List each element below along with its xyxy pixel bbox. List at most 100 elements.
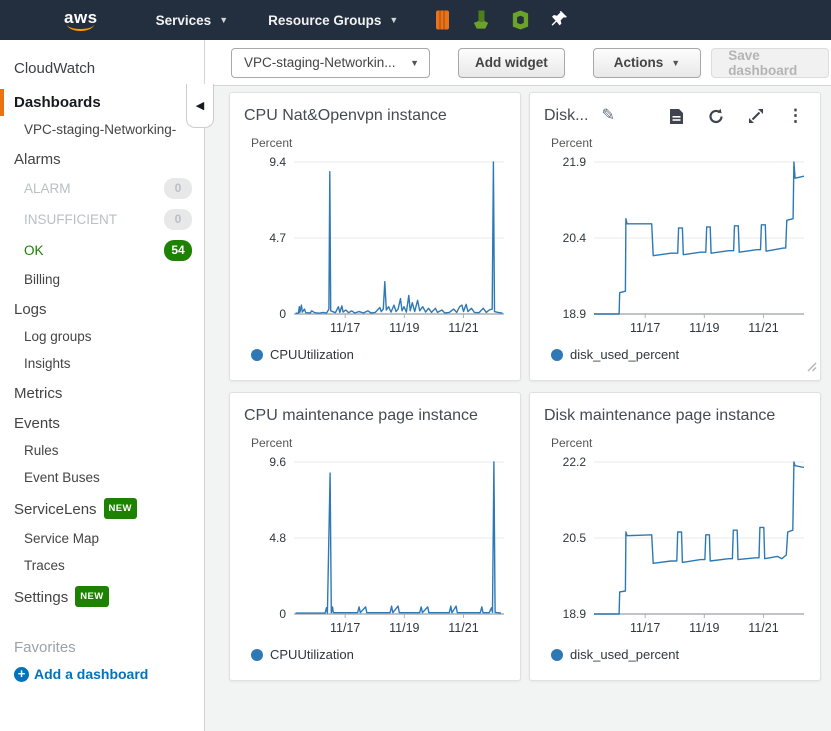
sidebar-item-alarms[interactable]: Alarms [0,146,204,173]
pinned-service-shortcuts [432,9,569,32]
sidebar-item-service-map[interactable]: Service Map [0,525,204,552]
sidebar-item-log-groups[interactable]: Log groups [0,323,204,350]
y-tick-label: 9.6 [269,455,286,469]
nav-services-menu[interactable]: Services ▼ [156,13,228,28]
actions-button[interactable]: Actions ▼ [593,48,701,78]
y-axis-unit-label: Percent [251,136,506,150]
save-dashboard-label: Save dashboard [728,48,812,78]
plus-circle-icon: + [14,667,29,682]
sidebar-item-billing[interactable]: Billing [0,266,204,293]
sidebar-item-add-a-dashboard[interactable]: + Add a dashboard [0,661,204,688]
sidebar-item-events[interactable]: Events [0,410,204,437]
sidebar-item-label: Traces [24,557,65,574]
sidebar-item-label: Events [14,415,60,432]
line-chart[interactable]: 22.220.518.911/1711/1911/21 [544,450,808,640]
aws-logo-text: aws [64,10,98,25]
y-tick-label: 20.5 [563,531,587,545]
line-chart[interactable]: 9.44.7011/1711/1911/21 [244,150,508,340]
sidebar-item-label: Insights [24,355,71,372]
aws-logo[interactable]: aws [64,10,98,31]
sidebar-item-label: Alarms [14,151,61,168]
chart-legend[interactable]: CPUUtilization [251,347,506,362]
dashboard-toolbar: VPC-staging-Networkin... ▼ Add widget Ac… [205,40,831,86]
sidebar-item-label: Metrics [14,385,62,402]
x-tick-label: 11/17 [630,321,660,335]
y-tick-label: 20.4 [563,231,587,245]
service-icon-green-cube[interactable] [510,9,530,32]
sidebar-collapse-button[interactable]: ◀ [186,84,214,128]
sidebar-item-alarm[interactable]: ALARM0 [0,173,204,204]
y-tick-label: 4.7 [269,231,286,245]
x-tick-label: 11/17 [330,621,360,635]
sidebar-item-metrics[interactable]: Metrics [0,380,204,407]
x-tick-label: 11/21 [748,621,778,635]
expand-icon[interactable] [748,108,764,124]
sidebar-item-label: Rules [24,442,59,459]
widget-title: CPU maintenance page instance [244,405,478,427]
report-icon[interactable] [669,108,684,125]
sidebar-item-traces[interactable]: Traces [0,552,204,579]
chevron-down-icon: ▼ [671,58,680,68]
service-icon-orange[interactable] [432,9,452,32]
y-tick-label: 22.2 [563,455,587,469]
sidebar-item-vpc-staging-networking[interactable]: VPC-staging-Networking- [0,116,204,143]
sidebar-item-dashboards[interactable]: Dashboards [0,89,204,116]
alarm-count-badge: 0 [164,178,192,199]
sidebar-item-label: Add a dashboard [34,666,148,683]
resize-handle[interactable] [804,359,817,377]
nav-resource-groups-menu[interactable]: Resource Groups ▼ [268,13,398,28]
sidebar-item-settings[interactable]: Settings NEW [0,582,204,613]
legend-dot-icon [551,649,563,661]
chart-legend[interactable]: disk_used_percent [551,647,806,662]
sidebar-item-cloudwatch[interactable]: CloudWatch [0,55,204,82]
line-chart[interactable]: 21.920.418.911/1711/1911/21 [544,150,808,340]
sidebar-item-ok[interactable]: OK54 [0,235,204,266]
nav-services-label: Services [156,13,212,28]
edit-icon[interactable]: ✎ [601,108,614,124]
y-axis-unit-label: Percent [551,436,806,450]
sidebar-item-logs[interactable]: Logs [0,296,204,323]
x-tick-label: 11/21 [448,321,478,335]
dashboard-selector[interactable]: VPC-staging-Networkin... ▼ [231,48,430,78]
y-axis-unit-label: Percent [551,136,806,150]
sidebar-item-event-buses[interactable]: Event Buses [0,464,204,491]
widget-header: CPU Nat&Openvpn instance [244,105,506,127]
sidebar-item-label: Event Buses [24,469,100,486]
sidebar-item-servicelens[interactable]: ServiceLens NEW [0,494,204,525]
x-tick-label: 11/17 [330,321,360,335]
alarm-count-badge: 54 [164,240,192,261]
chart-legend[interactable]: disk_used_percent [551,347,806,362]
pin-icon[interactable] [549,9,569,32]
chevron-left-icon: ◀ [196,99,204,112]
new-badge: NEW [75,586,108,607]
refresh-icon[interactable] [707,108,725,125]
x-tick-label: 11/21 [448,621,478,635]
sidebar-item-insights[interactable]: Insights [0,350,204,377]
sidebar-item-rules[interactable]: Rules [0,437,204,464]
sidebar-item-label: Settings [14,589,68,606]
add-widget-button[interactable]: Add widget [458,48,565,78]
widget-header: Disk maintenance page instance [544,405,806,427]
new-badge: NEW [104,498,137,519]
legend-label: disk_used_percent [570,647,679,662]
y-axis-unit-label: Percent [251,436,506,450]
y-tick-label: 21.9 [563,155,587,169]
widget-card-0: CPU Nat&Openvpn instancePercent9.44.7011… [229,92,521,381]
nav-resource-groups-label: Resource Groups [268,13,381,28]
add-widget-label: Add widget [475,55,548,70]
legend-dot-icon [251,349,263,361]
line-chart[interactable]: 9.64.8011/1711/1911/21 [244,450,508,640]
service-icon-green-stack[interactable] [471,9,491,32]
aws-smile-icon [67,24,94,31]
chart-legend[interactable]: CPUUtilization [251,647,506,662]
x-tick-label: 11/19 [389,321,419,335]
widget-title: Disk maintenance page instance [544,405,775,427]
widget-card-2: CPU maintenance page instance Percent9.64… [229,392,521,681]
sidebar-item-insufficient[interactable]: INSUFFICIENT0 [0,204,204,235]
widget-actions: ⋮ [669,108,804,125]
save-dashboard-button[interactable]: Save dashboard [711,48,829,78]
x-tick-label: 11/17 [630,621,660,635]
sidebar-item-label: ServiceLens [14,501,97,518]
menu-icon[interactable]: ⋮ [787,109,804,123]
y-tick-label: 9.4 [269,155,286,169]
